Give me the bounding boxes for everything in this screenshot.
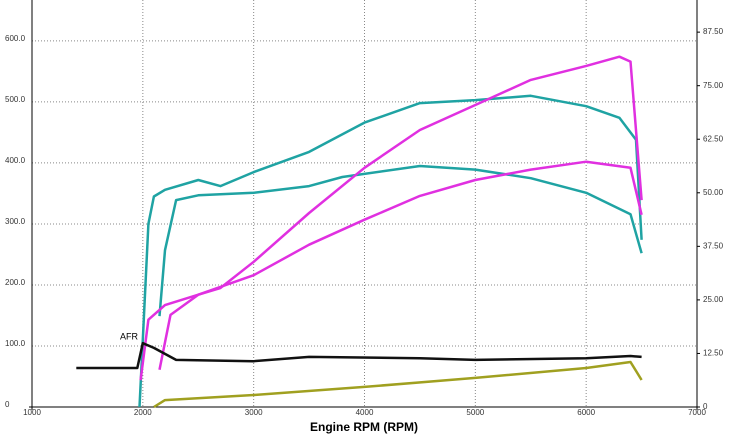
annotation: AFR	[120, 331, 139, 341]
y2-tick-label: 37.50	[703, 241, 724, 250]
x-tick-label: 6000	[577, 408, 595, 417]
y-tick-label: 400.0	[5, 156, 26, 165]
series-line	[76, 341, 642, 370]
y2-tick-label: 25.00	[703, 295, 724, 304]
x-tick-label: 5000	[466, 408, 484, 417]
y-tick-label: 100.0	[5, 339, 26, 348]
x-tick-label: 1000	[23, 408, 41, 417]
y-tick-label: 600.0	[5, 34, 26, 43]
x-axis-label: Engine RPM (RPM)	[310, 420, 418, 434]
series-line	[158, 160, 643, 371]
y2-tick-label: 87.50	[703, 27, 724, 36]
y-tick-label: 300.0	[5, 217, 26, 226]
y2-tick-label: 75.00	[703, 81, 724, 90]
series-line	[138, 94, 643, 408]
series-line	[153, 360, 643, 409]
y-tick-label: 200.0	[5, 278, 26, 287]
x-tick-label: 3000	[245, 408, 263, 417]
y2-tick-label: 0	[703, 402, 708, 411]
series-line	[158, 164, 643, 317]
x-tick-label: 4000	[356, 408, 374, 417]
x-tick-label: 7000	[688, 408, 706, 417]
y-tick-label: 500.0	[5, 95, 26, 104]
y2-tick-label: 62.50	[703, 134, 724, 143]
y2-tick-label: 12.50	[703, 349, 724, 358]
series-line	[139, 55, 643, 381]
x-tick-label: 2000	[134, 408, 152, 417]
y-tick-label: 0	[5, 400, 10, 409]
y2-tick-label: 50.00	[703, 188, 724, 197]
